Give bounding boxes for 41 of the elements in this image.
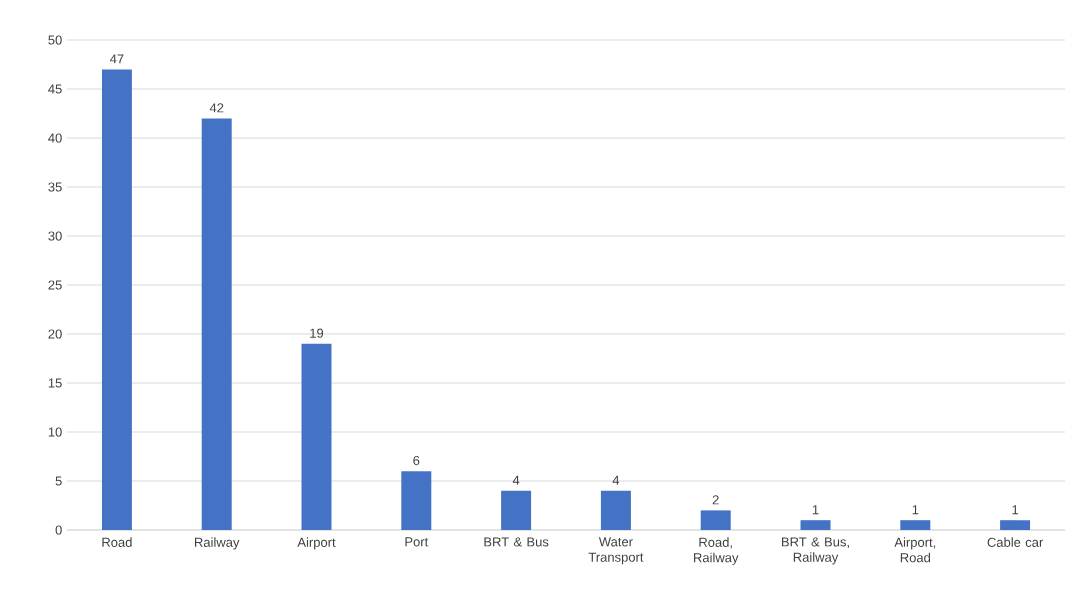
y-tick-label: 30 <box>48 231 62 241</box>
data-label: 47 <box>109 54 124 64</box>
data-label: 1 <box>812 505 819 515</box>
data-label: 19 <box>310 328 324 338</box>
y-tick-label: 10 <box>48 427 62 437</box>
data-label: 4 <box>512 475 520 485</box>
data-label: 42 <box>209 103 224 113</box>
y-tick-label: 25 <box>48 280 62 290</box>
x-tick-label: Road <box>102 537 132 547</box>
bar <box>800 520 831 530</box>
data-label: 1 <box>1012 505 1019 515</box>
x-tick-label: Airport <box>297 537 336 550</box>
x-tick-label: Railway <box>195 537 240 550</box>
x-tick-label: Airport, Road <box>894 537 936 563</box>
bar <box>301 343 332 530</box>
y-tick-label: 40 <box>48 133 62 143</box>
x-tick-label: Cable car <box>987 537 1044 547</box>
y-tick-label: 20 <box>48 329 62 339</box>
bar <box>900 520 931 530</box>
x-tick-label: Road, Railway <box>694 537 739 565</box>
bar <box>1000 520 1031 530</box>
y-tick-label: 45 <box>48 84 62 94</box>
x-tick-label: Port <box>405 537 429 547</box>
bar <box>101 69 132 530</box>
bar <box>501 490 532 530</box>
y-tick-label: 5 <box>55 476 62 486</box>
bar <box>600 490 631 530</box>
x-tick-label: BRT & Bus <box>484 537 549 547</box>
y-tick-label: 35 <box>48 182 62 192</box>
data-label: 4 <box>612 475 620 485</box>
data-label: 6 <box>413 455 420 466</box>
x-tick-label: Water Transport <box>588 537 644 565</box>
bar <box>700 510 731 530</box>
data-label: 2 <box>712 495 719 505</box>
bar <box>401 471 432 530</box>
y-tick-label: 15 <box>48 378 62 388</box>
y-tick-label: 50 <box>48 35 62 45</box>
y-tick-label: 0 <box>55 525 62 535</box>
x-tick-label: BRT & Bus, Railway <box>782 537 849 565</box>
bar <box>201 118 232 530</box>
data-label: 1 <box>912 505 919 515</box>
